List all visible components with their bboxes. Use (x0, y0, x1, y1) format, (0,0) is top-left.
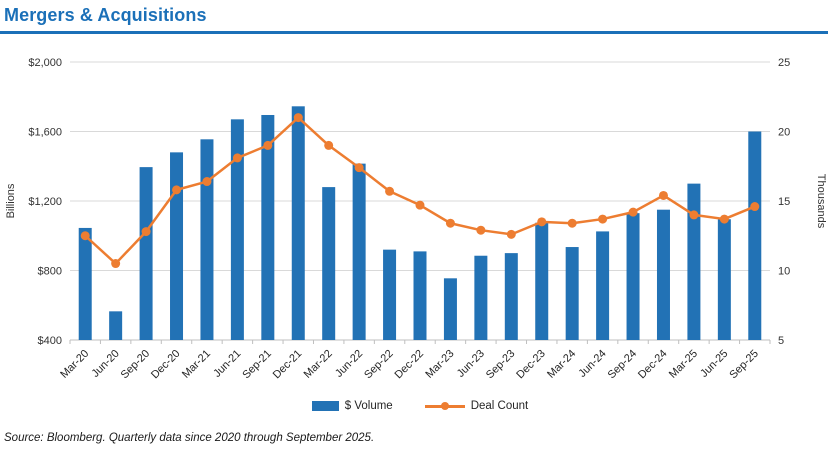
source-note: Source: Bloomberg. Quarterly data since … (4, 432, 375, 444)
volume-bar[interactable] (139, 167, 153, 340)
x-axis-category-label: Jun-20 (90, 348, 122, 380)
volume-bar[interactable] (170, 152, 184, 340)
right-axis-tick-label: 25 (778, 57, 790, 69)
deal-count-point[interactable] (689, 210, 699, 220)
deal-count-point[interactable] (263, 140, 273, 150)
deal-count-point[interactable] (232, 153, 242, 163)
volume-bar[interactable] (565, 247, 579, 340)
x-axis-category-label: Dec-22 (393, 348, 427, 382)
deal-count-point[interactable] (476, 225, 486, 235)
right-axis-title: Thousands (815, 174, 827, 229)
deal-count-point[interactable] (415, 200, 425, 210)
ma-chart: $2,000 25 $1,600 20 $1,200 15 $800 10 $400 5 Billi… (0, 45, 830, 400)
right-axis-tick-label: 10 (778, 266, 790, 278)
volume-bar[interactable] (383, 249, 397, 340)
volume-bar[interactable] (626, 213, 640, 340)
deal-count-point[interactable] (293, 113, 303, 123)
left-axis-tick-label: $400 (38, 335, 62, 347)
x-axis-category-label: Dec-23 (514, 348, 548, 382)
page-title: Mergers & Acquisitions (4, 5, 207, 25)
volume-bar[interactable] (596, 231, 610, 340)
volume-bar[interactable] (443, 278, 457, 340)
x-axis-category-label: Mar-22 (302, 348, 335, 381)
deal-count-point[interactable] (324, 140, 334, 150)
volume-bar[interactable] (474, 255, 488, 340)
x-axis-category-label: Sep-20 (119, 348, 153, 382)
left-axis-tick-label: $1,600 (28, 127, 62, 139)
x-axis-category-label: Jun-22 (333, 348, 365, 380)
deal-count-line (84, 116, 756, 265)
volume-bar[interactable] (261, 114, 275, 341)
deal-count-point[interactable] (719, 214, 729, 224)
left-axis-tick-label: $2,000 (28, 57, 62, 69)
x-axis-category-label: Jun-23 (455, 348, 487, 380)
x-axis-category-label: Sep-23 (484, 348, 518, 382)
volume-bar[interactable] (687, 183, 701, 340)
volume-bar[interactable] (656, 209, 670, 340)
deal-count-point[interactable] (385, 186, 395, 196)
volume-bar[interactable] (78, 227, 92, 340)
left-axis-tick-label: $800 (38, 266, 62, 278)
legend-volume-label: $ Volume (344, 400, 393, 412)
deal-count-point[interactable] (537, 217, 547, 227)
volume-swatch-icon (311, 401, 339, 411)
x-axis-category-label: Jun-24 (576, 348, 608, 380)
x-axis-category-label: Sep-25 (727, 348, 761, 382)
volume-bar[interactable] (748, 131, 762, 341)
x-axis-category-label: Dec-20 (149, 348, 183, 382)
volume-bar[interactable] (109, 311, 123, 340)
volume-bar[interactable] (291, 106, 305, 341)
volume-bar[interactable] (322, 187, 336, 340)
volume-bar[interactable] (504, 253, 518, 340)
x-axis-category-label: Mar-23 (423, 348, 456, 381)
x-axis-category-label: Dec-21 (271, 348, 305, 382)
right-axis-tick-label: 20 (778, 127, 790, 139)
deal-count-point[interactable] (506, 229, 516, 239)
x-axis-category-label: Sep-24 (606, 348, 640, 382)
deal-count-point[interactable] (750, 202, 760, 212)
deal-count-point[interactable] (111, 259, 121, 269)
ma-chart-canvas: $2,000 25 $1,600 20 $1,200 15 $800 10 $400 5 Billi… (5, 57, 827, 382)
x-axis-category-label: Dec-24 (636, 348, 670, 382)
deal-count-point[interactable] (354, 163, 364, 173)
x-axis-category-label: Sep-21 (240, 348, 274, 382)
x-axis-category-label: Sep-22 (362, 348, 396, 382)
deal-count-point[interactable] (658, 190, 668, 200)
left-axis-tick-label: $1,200 (28, 196, 62, 208)
deal-count-point[interactable] (598, 214, 608, 224)
left-axis-title: Billions (5, 183, 17, 218)
right-axis-tick-label: 5 (778, 335, 784, 347)
x-axis-category-label: Jun-21 (211, 348, 243, 380)
legend-item-deal-count[interactable]: Deal Count (424, 400, 529, 412)
x-axis-category-label: Mar-24 (545, 348, 578, 381)
x-axis-category-label: Mar-20 (58, 348, 91, 381)
deal-count-point[interactable] (628, 207, 638, 217)
deal-count-point[interactable] (80, 231, 90, 241)
deal-count-swatch-icon (424, 402, 465, 411)
deal-count-point[interactable] (567, 218, 577, 228)
right-axis-tick-label: 15 (778, 196, 790, 208)
x-axis-category-label: Mar-21 (180, 348, 213, 381)
volume-bar[interactable] (717, 219, 731, 340)
legend-deal-count-label: Deal Count (470, 400, 529, 412)
volume-bar[interactable] (200, 139, 214, 340)
volume-bar[interactable] (535, 222, 549, 340)
deal-count-point[interactable] (445, 218, 455, 228)
deal-count-point[interactable] (141, 227, 151, 237)
legend-item-volume[interactable]: $ Volume (311, 400, 393, 412)
volume-bar[interactable] (413, 251, 427, 340)
x-axis-category-label: Jun-25 (698, 348, 730, 380)
volume-bar[interactable] (352, 163, 366, 340)
chart-legend: $ Volume Deal Count (70, 400, 770, 412)
deal-count-point[interactable] (172, 185, 182, 195)
deal-count-point[interactable] (202, 177, 212, 187)
volume-bar[interactable] (230, 119, 244, 341)
title-underline-rule (0, 31, 828, 34)
x-axis-category-label: Mar-25 (667, 348, 700, 381)
